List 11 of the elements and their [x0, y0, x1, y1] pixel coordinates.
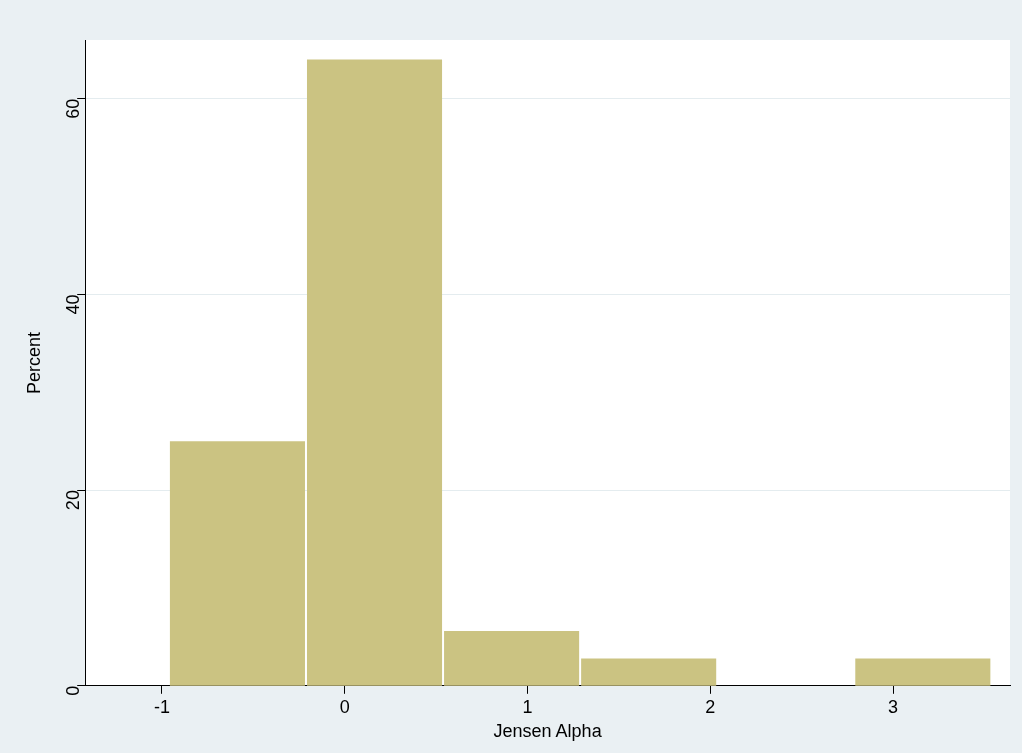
- x-tick-label: 3: [888, 696, 899, 717]
- y-tick-label: 60: [63, 98, 84, 119]
- x-tick-label: 2: [705, 696, 716, 717]
- x-axis-title: Jensen Alpha: [493, 721, 603, 742]
- x-tick-label: 1: [522, 696, 533, 717]
- y-tick-label: 0: [63, 685, 84, 696]
- y-axis-title: Percent: [23, 331, 44, 394]
- y-tick-label: 20: [63, 490, 84, 511]
- x-tick-label: -1: [153, 696, 170, 717]
- x-tick-label: 0: [339, 696, 350, 717]
- y-tick-label: 40: [63, 294, 84, 315]
